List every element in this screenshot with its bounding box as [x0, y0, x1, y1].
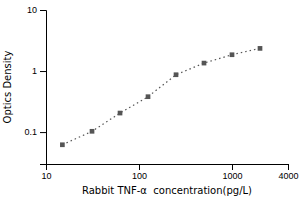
y-axis: 0.1 1 10	[24, 5, 46, 164]
tick-mark	[40, 10, 46, 11]
tick: 10	[27, 5, 46, 15]
point	[258, 46, 263, 51]
y-axis-title: Optics Density	[2, 51, 13, 124]
point	[146, 94, 151, 99]
tick: 100	[132, 164, 147, 181]
tick-label: 0.1	[24, 127, 37, 137]
tick-label: 1	[32, 66, 37, 76]
tick-mark	[139, 164, 140, 170]
axis-line	[47, 165, 289, 171]
point	[90, 129, 95, 134]
tick-label: 1000	[222, 171, 242, 181]
point	[60, 142, 65, 147]
tick: 4000	[278, 164, 298, 181]
point	[202, 61, 207, 66]
tick-label: 10	[41, 171, 51, 181]
point	[230, 52, 235, 57]
chart: 10 100 1000 4000 0.1 1 10 Rabbit TNF-α concentr…	[0, 0, 300, 200]
line	[62, 48, 260, 144]
tick: 1000	[222, 164, 242, 181]
plot-area: 10 100 1000 4000 0.1 1 10	[24, 5, 298, 181]
x-axis: 10 100 1000 4000	[41, 164, 298, 181]
series	[60, 46, 262, 147]
tick-mark	[232, 164, 233, 170]
axis-line	[40, 11, 47, 165]
point	[174, 72, 179, 77]
tick: 1	[32, 66, 46, 76]
point	[118, 111, 123, 116]
x-axis-title: Rabbit TNF-α concentration(pg/L)	[82, 185, 252, 196]
tick-label: 100	[132, 171, 147, 181]
tick-label: 10	[27, 5, 37, 15]
tick-mark	[40, 132, 46, 133]
tick-label: 4000	[278, 171, 298, 181]
tick: 10	[41, 164, 51, 181]
tick: 0.1	[24, 127, 46, 137]
tick-mark	[288, 164, 289, 170]
tick-mark	[40, 71, 46, 72]
